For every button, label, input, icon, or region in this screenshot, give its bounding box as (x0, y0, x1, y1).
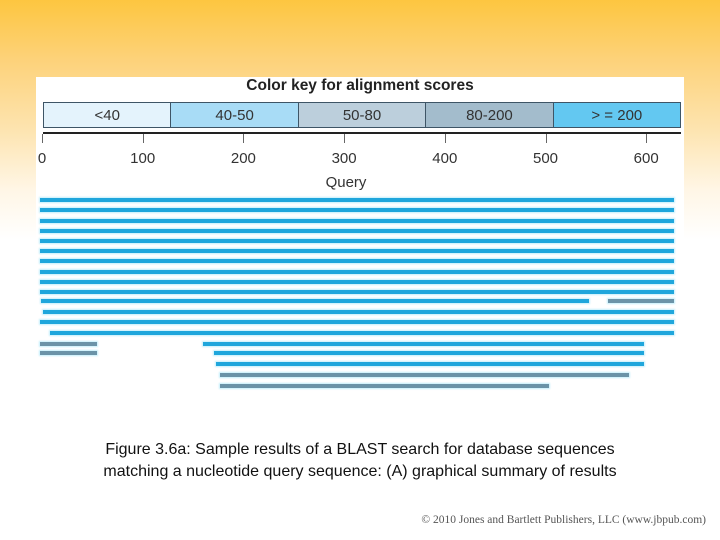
axis-tick-label: 600 (633, 150, 659, 167)
alignment-hit-bar (40, 198, 675, 202)
axis-tick (646, 134, 648, 143)
alignment-hit-bar (607, 299, 675, 303)
alignment-hit-bar (216, 362, 645, 366)
axis-tick-label: 300 (331, 150, 357, 167)
legend-item-40-50: 40-50 (171, 103, 299, 127)
figure-caption: Figure 3.6a: Sample results of a BLAST s… (0, 439, 720, 483)
alignment-hit-bar (50, 331, 675, 335)
alignment-hit-bar (40, 229, 675, 233)
alignment-hit-bar (40, 239, 675, 243)
legend-item-80-200: 80-200 (426, 103, 554, 127)
alignment-hit-bar (41, 299, 589, 303)
query-axis-line (43, 132, 681, 134)
alignment-hit-bar (40, 259, 675, 263)
alignment-hit-bar (40, 219, 675, 223)
axis-tick-label: 400 (432, 150, 458, 167)
alignment-hit-bar (40, 351, 98, 355)
alignment-hit-bar (220, 373, 630, 377)
legend-item-gte200: > = 200 (553, 103, 681, 127)
alignment-hit-bar (40, 342, 98, 346)
caption-line-2: matching a nucleotide query sequence: (A… (103, 463, 617, 480)
axis-tick-label: 200 (230, 150, 256, 167)
alignment-hit-bar (214, 351, 645, 355)
axis-tick (142, 134, 144, 143)
alignment-hit-bar (40, 320, 675, 324)
legend-item-lt40: <40 (44, 103, 172, 127)
axis-tick (42, 134, 43, 143)
color-key-legend: <40 40-50 50-80 80-200 > = 200 (43, 102, 681, 128)
alignment-hit-bar (43, 310, 675, 314)
blast-graphic-summary: Color key for alignment scores <40 40-50… (36, 77, 684, 400)
legend-item-50-80: 50-80 (298, 103, 427, 127)
axis-tick (444, 134, 446, 143)
axis-tick (344, 134, 346, 143)
alignment-hit-bar (220, 384, 549, 388)
alignment-hit-bar (40, 208, 675, 212)
copyright-notice: © 2010 Jones and Bartlett Publishers, LL… (421, 514, 706, 526)
axis-tick-label: 0 (37, 150, 47, 167)
alignment-hit-bar (40, 270, 675, 274)
alignment-hit-bar (40, 290, 675, 294)
alignment-hit-bar (203, 342, 645, 346)
axis-tick (545, 134, 547, 143)
alignment-hit-bar (40, 280, 675, 284)
color-key-title: Color key for alignment scores (246, 77, 474, 94)
axis-tick-label: 500 (532, 150, 559, 167)
alignment-hit-bar (40, 249, 675, 253)
query-axis-label: Query (325, 174, 367, 191)
caption-line-1: Figure 3.6a: Sample results of a BLAST s… (105, 441, 615, 458)
axis-tick-label: 100 (130, 150, 156, 167)
axis-tick (243, 134, 245, 143)
